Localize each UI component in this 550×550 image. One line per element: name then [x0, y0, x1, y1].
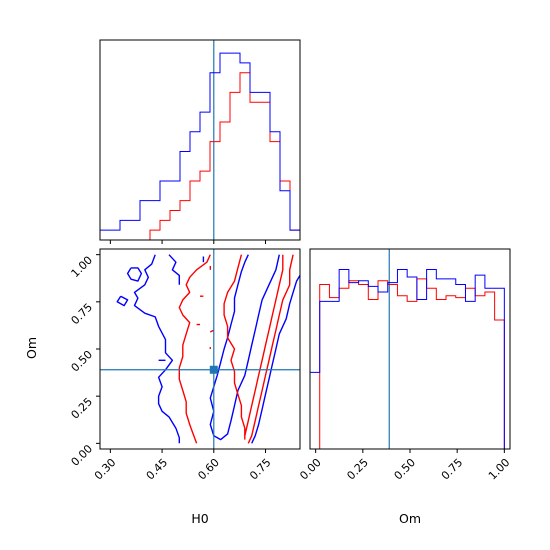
contour-series_a-outer-left-3: [126, 267, 143, 282]
contour-group: [116, 254, 300, 444]
om-ytick-label-3: 0.75: [69, 301, 96, 328]
contour-series_a-inner: [209, 254, 280, 441]
panel-2d-frame: [99, 248, 301, 450]
contour-series_a-outer-left: [133, 254, 180, 444]
contour-series_b-outer-right: [247, 254, 294, 444]
contour-series_b-inner: [223, 254, 246, 440]
ylabel-om: Om: [24, 337, 39, 359]
contour-series_a-outer-left-4: [116, 295, 129, 307]
h0-tick-label-2: 0.60: [195, 456, 222, 483]
contour-series_a-outer-left-2: [168, 254, 180, 285]
xlabel-h0: H0: [191, 511, 208, 526]
om-ytick-label-2: 0.50: [69, 348, 96, 375]
contour-series_a-outer-right: [251, 275, 300, 444]
hist-om-frame: [309, 248, 511, 450]
om-ytick-label-4: 1.00: [69, 254, 96, 281]
contour-series_b-outer-left: [178, 254, 211, 444]
hist-h0-red: [100, 72, 301, 241]
hist-om-panel: 0.00 0.25 0.50 0.75 1.00: [297, 248, 513, 483]
hist-om-blue: [309, 269, 505, 449]
hist-h0-panel: [99, 39, 301, 244]
hist-om-red: [310, 278, 505, 450]
truth-marker: [209, 365, 218, 374]
scatter-h0-om-panel: 0.30 0.45 0.60 0.75 0.00 0.25 0.50 0.75 1.00: [69, 248, 301, 483]
xlabel-om: Om: [399, 511, 421, 526]
om-tick-label-3: 0.75: [439, 456, 466, 483]
hist-h0-blue: [99, 52, 301, 240]
h0-tick-label-3: 0.75: [247, 456, 274, 483]
om-tick-label-2: 0.50: [392, 456, 419, 483]
om-tick-label-4: 1.00: [486, 456, 513, 483]
h0-tick-label-0: 0.30: [92, 456, 119, 483]
om-tick-label-0: 0.00: [297, 456, 324, 483]
om-tick-label-1: 0.25: [344, 456, 371, 483]
om-ytick-label-1: 0.25: [69, 395, 96, 422]
contour-series_b-inner-right: [244, 254, 284, 436]
hist-h0-frame: [99, 39, 301, 241]
h0-tick-label-1: 0.45: [144, 456, 171, 483]
om-ytick-label-0: 0.00: [69, 442, 96, 469]
